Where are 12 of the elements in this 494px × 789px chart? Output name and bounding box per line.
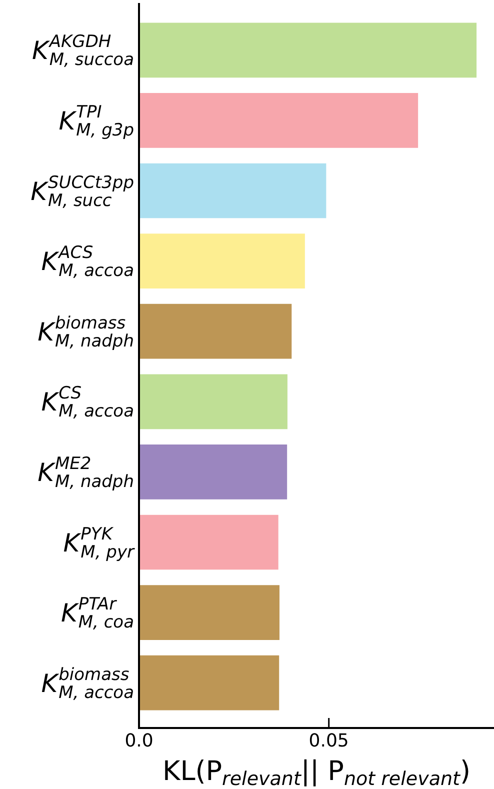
bar	[139, 163, 326, 218]
bar	[139, 514, 278, 570]
x-tick-label: 0.0	[124, 730, 154, 752]
bar	[139, 374, 288, 430]
bar	[139, 655, 280, 710]
bar	[139, 93, 418, 148]
bar	[139, 22, 477, 78]
bar	[139, 234, 305, 288]
bar	[139, 585, 280, 640]
x-tick-label: 0.05	[308, 730, 349, 752]
bar	[139, 304, 292, 359]
bar	[139, 444, 288, 500]
